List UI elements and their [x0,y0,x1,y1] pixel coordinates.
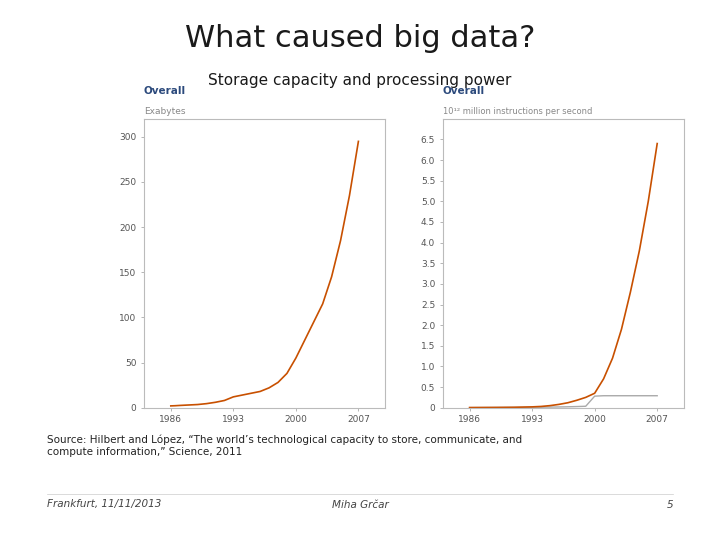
Text: What caused big data?: What caused big data? [185,24,535,53]
Text: Overall: Overall [144,86,186,96]
Text: 5: 5 [667,500,673,510]
Text: Miha Grčar: Miha Grčar [332,500,388,510]
Text: Exabytes: Exabytes [144,107,186,116]
Text: 10¹² million instructions per second: 10¹² million instructions per second [443,107,592,116]
Text: Overall: Overall [443,86,485,96]
Text: Frankfurt, 11/11/2013: Frankfurt, 11/11/2013 [47,500,161,510]
Text: Storage capacity and processing power: Storage capacity and processing power [208,73,512,88]
Text: Source: Hilbert and López, “The world’s technological capacity to store, communi: Source: Hilbert and López, “The world’s … [47,435,522,457]
